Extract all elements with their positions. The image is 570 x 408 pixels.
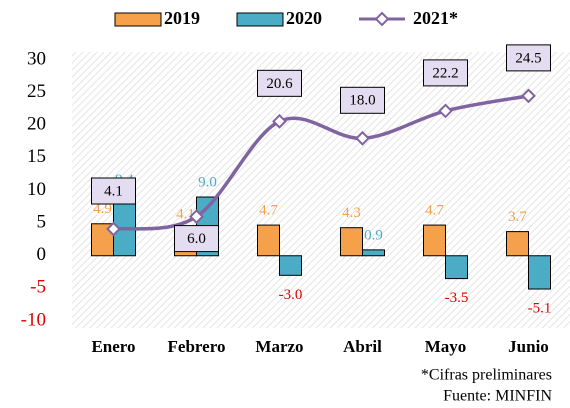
data-label: 4.1 bbox=[104, 183, 123, 199]
marker bbox=[189, 209, 204, 225]
marker bbox=[272, 113, 287, 129]
label-box bbox=[174, 225, 219, 253]
y-tick-label: 20 bbox=[27, 114, 46, 135]
bar bbox=[423, 224, 446, 257]
data-label: -5.1 bbox=[528, 300, 552, 316]
label-box bbox=[257, 69, 302, 97]
x-tick-label: Febrero bbox=[168, 337, 226, 356]
label-box bbox=[91, 177, 136, 205]
data-label: -3.0 bbox=[279, 287, 303, 303]
legend-marker bbox=[374, 11, 390, 27]
data-label: 4.9 bbox=[93, 201, 112, 217]
y-tick-label: 25 bbox=[27, 81, 46, 102]
legend-label: 2020 bbox=[286, 8, 322, 28]
x-tick-label: Marzo bbox=[255, 337, 303, 356]
legend-swatch bbox=[236, 12, 284, 27]
marker bbox=[521, 88, 536, 104]
data-label: 24.5 bbox=[515, 50, 541, 66]
data-label: 0.9 bbox=[364, 227, 383, 243]
marker bbox=[355, 130, 370, 146]
data-label: 6.0 bbox=[187, 231, 206, 247]
plot-background bbox=[72, 52, 570, 328]
data-label: 9.0 bbox=[198, 174, 217, 190]
x-tick-label: Junio bbox=[508, 337, 549, 356]
x-tick-label: Abril bbox=[343, 337, 382, 356]
data-label: 20.6 bbox=[266, 76, 293, 92]
legend-swatch bbox=[114, 12, 162, 27]
bar bbox=[506, 231, 529, 257]
note: *Cifras preliminares bbox=[421, 367, 552, 384]
y-tick-label: 15 bbox=[27, 146, 46, 167]
bar bbox=[362, 249, 385, 257]
legend-label: 2021* bbox=[413, 8, 458, 28]
legend-label: 2019 bbox=[164, 8, 200, 28]
data-label: 18.0 bbox=[349, 93, 375, 109]
bar bbox=[279, 255, 302, 276]
label-box bbox=[340, 86, 385, 114]
y-tick-label: -10 bbox=[21, 309, 46, 330]
data-label: -3.5 bbox=[445, 290, 469, 306]
data-label: 4.3 bbox=[342, 205, 361, 221]
label-box bbox=[423, 59, 468, 87]
bar bbox=[340, 227, 363, 257]
y-tick-label: 0 bbox=[37, 244, 47, 265]
marker bbox=[106, 221, 121, 237]
y-tick-label: 30 bbox=[27, 48, 46, 69]
x-tick-label: Enero bbox=[91, 337, 135, 356]
data-label: 4.7 bbox=[425, 203, 444, 219]
y-tick-label: 5 bbox=[37, 211, 47, 232]
data-label: 22.2 bbox=[432, 65, 458, 81]
bar bbox=[445, 255, 468, 280]
y-tick-label: 10 bbox=[27, 179, 46, 200]
y-tick-label: -5 bbox=[30, 277, 46, 298]
marker bbox=[438, 103, 453, 119]
bar bbox=[528, 255, 551, 290]
x-tick-label: Mayo bbox=[425, 337, 467, 356]
note: Fuente: MINFIN bbox=[443, 388, 552, 405]
label-box bbox=[506, 44, 551, 72]
data-label: 3.7 bbox=[508, 209, 527, 225]
bar bbox=[257, 224, 280, 257]
data-label: 4.7 bbox=[259, 203, 278, 219]
